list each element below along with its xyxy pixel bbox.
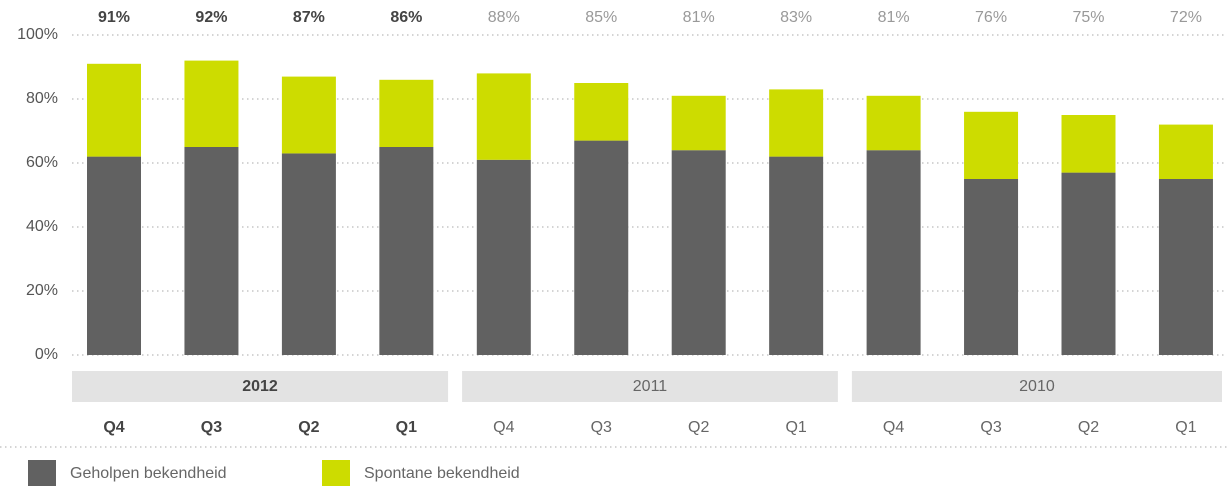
bar-segment — [671, 95, 726, 151]
total-label: 81% — [878, 9, 910, 26]
bar-segment — [964, 111, 1019, 179]
bar-segment — [866, 150, 921, 355]
bar-segment — [87, 63, 141, 157]
bar-segment — [281, 153, 336, 355]
bar-segment — [769, 156, 824, 355]
x-tick-label: Q2 — [1078, 419, 1099, 436]
bar-segment — [184, 60, 239, 147]
bar-segment — [87, 156, 141, 355]
bar-segment — [476, 73, 531, 160]
total-label: 86% — [390, 9, 422, 26]
y-tick-label: 0% — [35, 346, 58, 363]
bar-segment — [476, 159, 531, 355]
bar-segment — [1158, 124, 1213, 179]
x-tick-label: Q3 — [201, 419, 222, 436]
group-box — [851, 371, 1222, 402]
legend-label: Geholpen bekendheid — [70, 465, 227, 482]
bar-segment — [281, 76, 336, 154]
bar-segment — [574, 83, 629, 141]
x-tick-label: Q1 — [785, 419, 806, 436]
total-label: 72% — [1170, 9, 1202, 26]
bar-segment — [184, 147, 239, 355]
total-label: 88% — [488, 9, 520, 26]
group-label: 2010 — [1019, 378, 1055, 395]
legend-swatch — [28, 460, 56, 486]
total-label: 85% — [585, 9, 617, 26]
x-tick-label: Q3 — [980, 419, 1001, 436]
bar-segment — [379, 79, 434, 147]
bar-segment — [1061, 172, 1116, 355]
x-tick-label: Q1 — [1175, 419, 1196, 436]
x-tick-label: Q1 — [396, 419, 417, 436]
group-label: 2011 — [633, 378, 668, 395]
bar-segment — [1061, 115, 1116, 173]
total-label: 81% — [683, 9, 715, 26]
total-label: 91% — [98, 9, 130, 26]
group-box — [72, 371, 449, 402]
x-tick-label: Q4 — [493, 419, 514, 436]
bar-segment — [574, 140, 629, 355]
x-tick-label: Q4 — [103, 419, 124, 436]
x-tick-label: Q3 — [591, 419, 612, 436]
y-tick-label: 20% — [26, 282, 58, 299]
total-label: 83% — [780, 9, 812, 26]
total-label: 76% — [975, 9, 1007, 26]
bar-segment — [769, 89, 824, 157]
x-tick-label: Q4 — [883, 419, 904, 436]
group-box — [462, 371, 838, 402]
group-label: 2012 — [242, 378, 278, 395]
y-tick-label: 60% — [26, 154, 58, 171]
total-label: 87% — [293, 9, 325, 26]
bar-segment — [964, 179, 1019, 355]
x-tick-label: Q2 — [688, 419, 709, 436]
bar-segment — [379, 147, 434, 355]
y-tick-label: 100% — [17, 26, 58, 43]
bar-segment — [1158, 179, 1213, 355]
total-label: 75% — [1072, 9, 1104, 26]
total-label: 92% — [195, 9, 227, 26]
legend-label: Spontane bekendheid — [364, 465, 520, 482]
legend-swatch — [322, 460, 350, 486]
bar-segment — [671, 150, 726, 355]
y-tick-label: 80% — [26, 90, 58, 107]
bar-segment — [866, 95, 921, 151]
x-tick-label: Q2 — [298, 419, 319, 436]
y-tick-label: 40% — [26, 218, 58, 235]
